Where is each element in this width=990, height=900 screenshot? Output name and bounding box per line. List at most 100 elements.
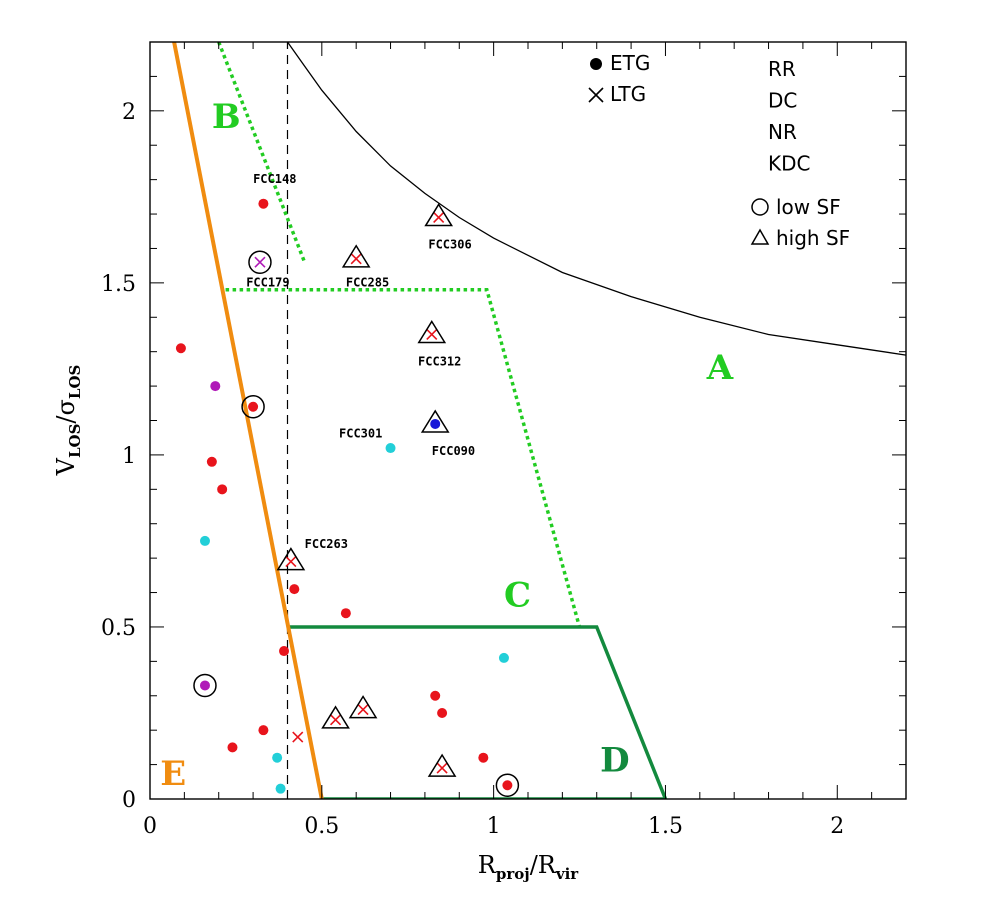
galaxy-label: FCC285 [346,275,389,289]
low-sf-circle [495,773,520,797]
galaxy-label: FCC301 [339,427,382,441]
legend-dot-icon [590,58,602,70]
escape-velocity-curve [286,42,906,356]
high-sf-triangle [341,244,371,268]
y-tick-label: 0.5 [101,616,136,641]
etg-dot [498,652,509,663]
data-point [199,535,210,546]
etg-dot [430,418,441,429]
region-b-boundary [217,42,307,263]
etg-dot [478,752,489,763]
data-point [478,752,489,763]
high-sf-triangle [420,409,450,433]
ltg-cross [436,762,448,774]
galaxy-labels: FCC148 FCC179 FCC306 FCC285 FCC312 FCC301 FCC0… [246,172,475,551]
y-tick-label: 1.5 [101,272,136,297]
x-axis-title: Rproj/Rvir [478,851,579,883]
etg-dot [258,725,269,736]
data-point [206,456,217,467]
data-point [241,394,265,419]
etg-dot [385,443,396,454]
data-point [430,690,441,701]
legend-cross-icon [588,87,604,103]
x-tick-label: 1.5 [648,814,683,839]
etg-dot [248,401,259,412]
etg-dot [272,752,283,763]
data-point [420,409,450,433]
etg-dot [227,742,238,753]
data-points [175,198,520,797]
ltg-cross [254,256,266,268]
etg-dot [199,680,210,691]
data-point [289,584,300,595]
galaxy-label: FCC090 [432,444,475,458]
galaxy-label: FCC179 [246,275,289,289]
legend-kin-label: DC [768,89,797,113]
data-point [193,673,217,698]
axis-ticks: 0 0.5 1 1.5 2 0 0.5 1 1.5 2 [101,41,907,839]
data-point [175,343,186,354]
etg-dot [217,484,228,495]
data-point [276,547,306,571]
data-point [417,320,447,344]
y-tick-label: 0 [122,788,136,813]
ltg-cross [292,731,304,743]
legend-circle-icon [751,198,769,216]
data-point [227,742,238,753]
galaxy-label: FCC312 [418,354,461,368]
data-point [258,725,269,736]
data-point [340,608,351,619]
etg-dot [199,535,210,546]
data-point [341,244,371,268]
legend: ETG LTG RR DC NR KDC low SF high SF [588,51,850,250]
region-labels: A B C D E [160,97,733,794]
etg-dot [206,456,217,467]
legend-sf-label: high SF [776,226,850,250]
high-sf-triangle [417,320,447,344]
etg-dot [502,780,513,791]
high-sf-triangle [276,547,306,571]
region-c-boundary [225,287,582,628]
boundary-lines [172,42,906,799]
legend-kin-label: KDC [768,152,810,176]
ltg-cross [426,328,438,341]
ltg-cross [433,211,445,224]
galaxy-label: FCC306 [428,237,471,251]
region-label-d: D [600,740,629,780]
x-tick-label: 0 [143,814,157,839]
legend-kin-label: RR [768,57,796,81]
x-tick-label: 0.5 [304,814,339,839]
high-sf-triangle [424,203,453,227]
y-tick-label: 1 [122,444,136,469]
y-tick-label: 2 [122,100,136,125]
data-point [437,707,448,718]
etg-dot [175,343,186,354]
etg-dot [258,198,269,209]
etg-dot [275,783,286,794]
data-point [279,646,290,657]
region-d-boundary [287,625,668,799]
region-e-boundary [172,42,324,799]
region-label-e: E [160,754,186,794]
low-sf-circle [241,394,265,419]
galaxy-label: FCC263 [305,537,348,551]
data-point [321,705,350,729]
ltg-cross [350,253,362,265]
data-point [385,443,396,454]
data-point [348,695,378,719]
data-point [292,731,304,743]
etg-dot [437,707,448,718]
low-sf-circle [248,250,272,274]
legend-sf-label: low SF [776,195,841,219]
galaxy-label: FCC148 [253,172,296,186]
data-point [210,381,221,392]
legend-triangle-icon [750,228,770,245]
data-point [272,752,283,763]
etg-dot [210,381,221,392]
etg-dot [279,646,290,657]
low-sf-circle [193,673,217,698]
legend-label: LTG [610,82,646,106]
data-point [427,753,457,777]
x-tick-label: 2 [830,814,844,839]
